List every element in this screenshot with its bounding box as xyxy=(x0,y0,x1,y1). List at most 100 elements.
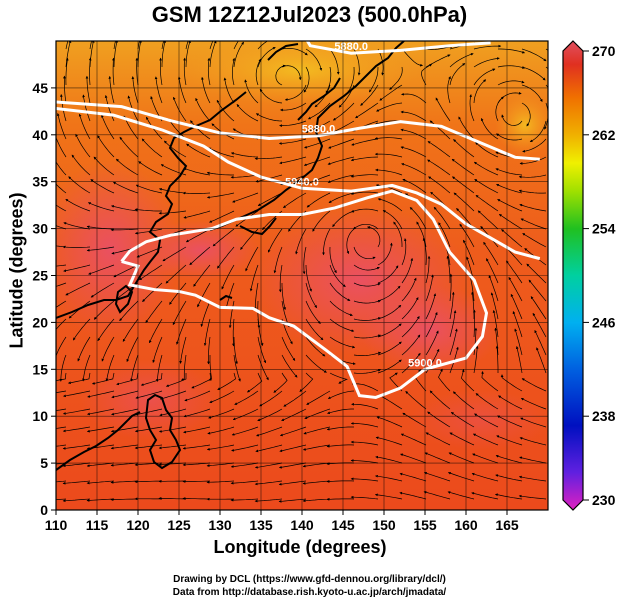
colorbar-tick-label: 246 xyxy=(592,314,616,330)
streamline-arrow xyxy=(134,444,163,450)
streamline-arrow xyxy=(216,99,235,122)
streamline-arrow xyxy=(534,329,547,356)
streamline-arrow xyxy=(134,208,162,212)
streamline-arrow xyxy=(501,229,523,248)
streamline-arrow xyxy=(159,408,187,417)
streamline-arrow xyxy=(438,222,451,248)
streamline-arrow xyxy=(254,498,283,503)
streamline-arrow xyxy=(447,76,451,104)
streamline-arrow xyxy=(401,48,423,67)
streamline-arrow xyxy=(267,228,283,253)
streamline-arrow xyxy=(156,354,163,382)
streamline-arrow xyxy=(233,41,244,68)
streamline-arrow xyxy=(208,408,235,419)
streamline-arrow xyxy=(152,336,163,363)
streamline-arrow xyxy=(400,453,427,464)
streamline-arrow xyxy=(329,246,337,274)
streamline-arrow xyxy=(453,139,475,158)
colorbar-tick-label: 238 xyxy=(592,408,616,424)
streamline-arrow xyxy=(379,84,403,101)
streamline-arrow xyxy=(377,265,399,284)
streamline-arrow xyxy=(353,264,380,271)
streamline-arrow xyxy=(302,480,331,485)
streamline-arrow xyxy=(209,41,214,50)
streamline-arrow xyxy=(230,462,259,468)
contour-label: 5880.0 xyxy=(302,124,336,136)
streamline-arrow xyxy=(62,480,91,485)
streamline-arrow xyxy=(453,192,475,212)
streamline-arrow xyxy=(425,293,437,320)
streamline-arrow xyxy=(498,48,526,54)
streamline-arrow xyxy=(425,255,431,284)
streamline-arrow xyxy=(162,246,187,262)
streamline-arrow xyxy=(257,354,269,381)
streamline-arrow xyxy=(87,390,115,398)
streamline-arrow xyxy=(494,493,523,500)
streamline-arrow xyxy=(490,292,499,320)
streamline-arrow xyxy=(161,41,167,67)
streamline-arrow xyxy=(65,198,91,212)
streamline-arrow xyxy=(402,412,427,428)
streamline-arrow xyxy=(350,421,379,428)
credit-drawing: Drawing by DCL (https://www.gfd-dennou.o… xyxy=(173,574,446,585)
streamline-arrow xyxy=(111,408,139,416)
streamline-arrow xyxy=(190,120,211,140)
streamline-arrow xyxy=(353,223,379,230)
streamline-arrow xyxy=(376,102,403,112)
streamline-arrow xyxy=(302,246,307,275)
streamline-arrow xyxy=(209,390,235,404)
streamline-arrow xyxy=(181,354,187,381)
streamline-arrow xyxy=(329,318,355,333)
x-tick-label: 140 xyxy=(290,517,314,533)
x-axis-title: Longitude (degrees) xyxy=(213,537,387,557)
streamline-arrow xyxy=(62,426,91,433)
x-tick-label: 145 xyxy=(331,517,355,533)
streamline-arrow xyxy=(233,41,239,50)
colorbar-bar xyxy=(562,40,584,511)
streamline-arrow xyxy=(67,372,91,385)
streamline-arrow xyxy=(351,382,379,392)
streamline-arrow xyxy=(521,378,547,392)
streamline-arrow xyxy=(446,255,451,283)
streamline-arrow xyxy=(232,192,259,203)
streamline-arrow xyxy=(110,498,138,502)
y-tick-label: 25 xyxy=(32,268,48,284)
streamline-arrow xyxy=(468,273,475,302)
streamline-arrow xyxy=(389,66,403,90)
streamline-arrow xyxy=(257,318,264,347)
streamline-arrow xyxy=(278,138,307,145)
streamline-arrow xyxy=(232,57,236,86)
streamline-arrow xyxy=(518,494,547,500)
y-tick-label: 0 xyxy=(40,502,48,518)
colorbar-tick-label: 270 xyxy=(592,43,616,59)
streamline-arrow xyxy=(328,192,355,204)
streamline-arrow xyxy=(244,79,259,104)
streamline-arrow xyxy=(182,191,211,195)
streamline-arrow xyxy=(304,174,331,186)
streamline-arrow xyxy=(328,138,355,149)
streamline-arrow xyxy=(367,226,381,248)
streamline-arrow xyxy=(400,146,427,158)
streamline-arrow xyxy=(185,228,211,243)
x-tick-label: 165 xyxy=(495,517,519,533)
streamline-arrow xyxy=(508,276,523,302)
streamline-arrow xyxy=(93,300,115,320)
streamline-arrow xyxy=(71,154,91,176)
streamline-arrow xyxy=(305,300,321,325)
streamline-arrow xyxy=(56,390,67,394)
streamline-arrow xyxy=(88,264,115,275)
streamline-arrow xyxy=(303,66,310,93)
streamline-arrow xyxy=(519,437,547,446)
streamline-arrow xyxy=(177,76,187,104)
streamline-arrow xyxy=(131,76,139,104)
streamline-arrow xyxy=(312,210,331,232)
y-tick-label: 15 xyxy=(32,361,48,377)
streamline-arrow xyxy=(236,104,259,122)
streamline-arrow xyxy=(401,352,421,374)
streamline-arrow xyxy=(304,408,331,420)
streamline-arrow xyxy=(281,65,302,81)
streamline-arrow xyxy=(158,187,187,194)
streamline-arrow xyxy=(115,158,139,176)
streamline-arrow xyxy=(305,336,326,357)
streamline-arrow xyxy=(375,474,403,482)
